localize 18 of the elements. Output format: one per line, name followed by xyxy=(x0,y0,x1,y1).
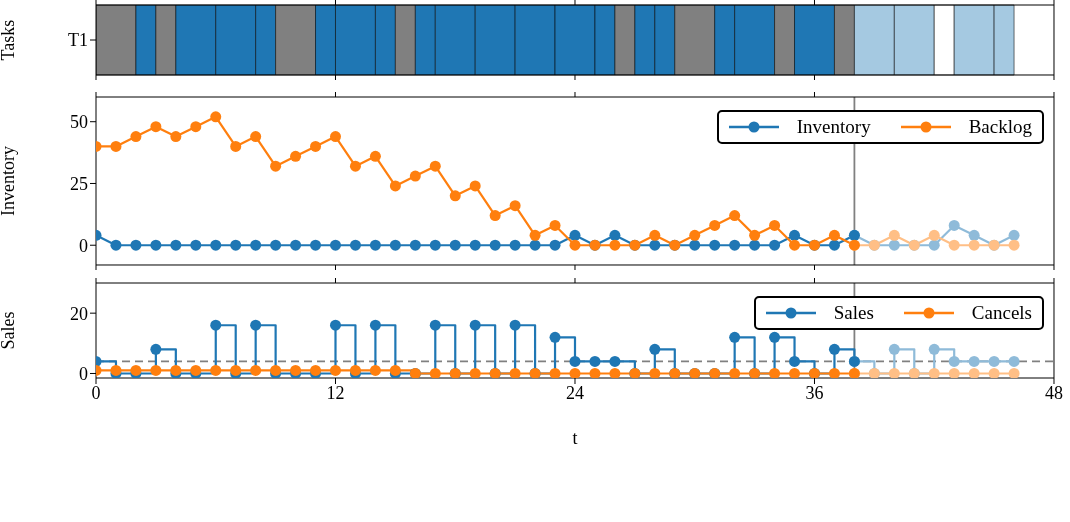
x-tick-label: 36 xyxy=(805,382,824,403)
y-axis-title: Inventory xyxy=(0,146,19,216)
x-tick-label: 12 xyxy=(326,382,345,403)
y-tick-label: T1 xyxy=(68,30,88,51)
legend-label: Inventory xyxy=(796,116,871,138)
legend-label: Cancels xyxy=(971,302,1032,324)
y-tick-label: 0 xyxy=(79,235,88,256)
x-tick-label: 24 xyxy=(565,382,584,403)
y-axis-title: Sales xyxy=(0,311,19,350)
legend-label: Backlog xyxy=(968,116,1032,138)
y-tick-label: 20 xyxy=(70,303,88,324)
x-axis-title: t xyxy=(572,428,578,448)
legend-label: Sales xyxy=(833,302,874,324)
y-tick-label: 25 xyxy=(70,173,88,194)
x-tick-label: 48 xyxy=(1044,382,1063,403)
y-axis-title: Tasks xyxy=(0,19,19,61)
y-tick-label: 50 xyxy=(70,112,88,133)
y-tick-label: 0 xyxy=(79,363,88,384)
